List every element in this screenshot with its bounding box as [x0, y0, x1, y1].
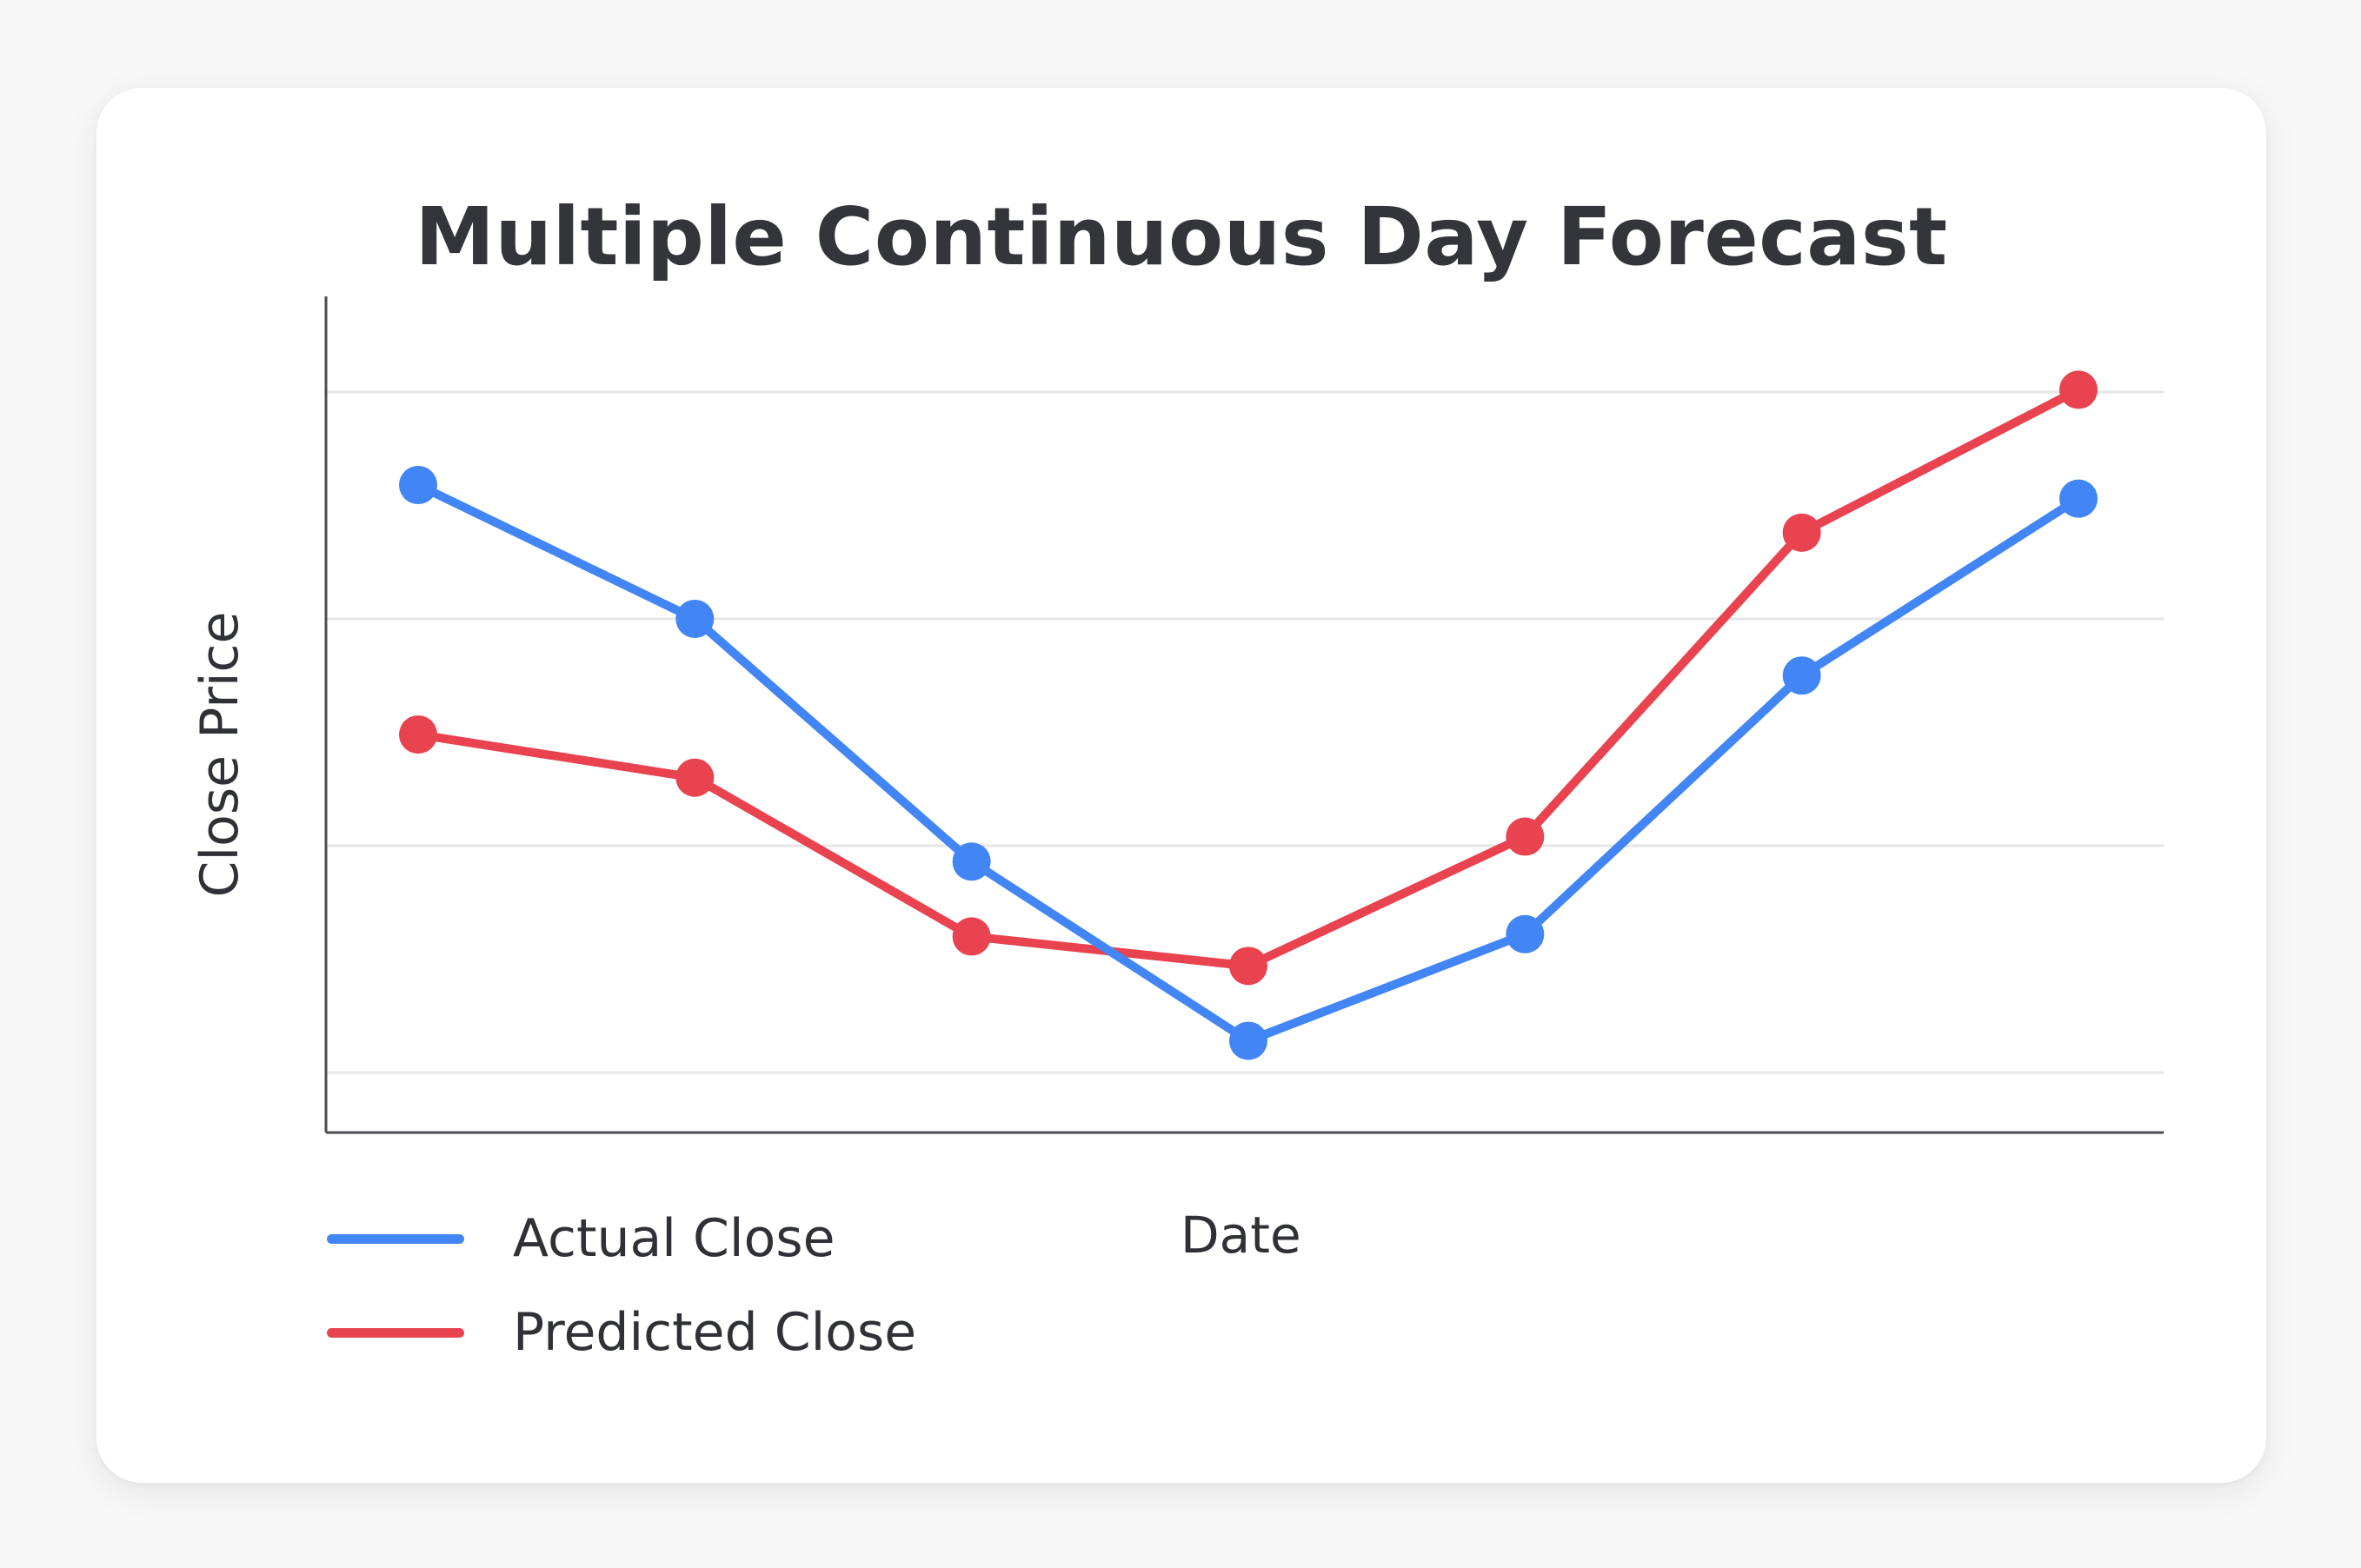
- data-point-actual-close: [1506, 914, 1545, 953]
- data-point-predicted-close: [1506, 817, 1545, 856]
- chart-title: Multiple Continuous Day Forecast: [415, 190, 1948, 283]
- legend-item-predicted-close[interactable]: Predicted Close: [327, 1286, 916, 1379]
- data-point-predicted-close: [399, 715, 437, 754]
- data-point-predicted-close: [2059, 370, 2098, 409]
- legend-item-actual-close[interactable]: Actual Close: [327, 1192, 916, 1286]
- legend-swatch-actual-close: [327, 1233, 464, 1244]
- legend-label-actual-close: Actual Close: [513, 1208, 835, 1269]
- data-point-actual-close: [675, 600, 715, 638]
- legend-swatch-predicted-close: [327, 1327, 464, 1338]
- data-point-actual-close: [1229, 1021, 1267, 1060]
- data-point-predicted-close: [952, 917, 991, 956]
- legend-label-predicted-close: Predicted Close: [513, 1302, 917, 1363]
- data-point-actual-close: [399, 466, 437, 505]
- legend: Actual Close Predicted Close: [327, 1192, 916, 1379]
- data-point-predicted-close: [1782, 513, 1821, 552]
- data-point-actual-close: [1782, 656, 1821, 695]
- chart-card: Multiple Continuous Day Forecast Close P…: [96, 88, 2266, 1483]
- plot-area: [324, 296, 2164, 1134]
- series-line-predicted-close: [414, 385, 2083, 971]
- x-axis-label: Date: [1180, 1206, 1301, 1265]
- data-point-actual-close: [2059, 479, 2098, 518]
- data-point-predicted-close: [1229, 947, 1267, 986]
- data-point-predicted-close: [675, 758, 715, 797]
- data-point-actual-close: [952, 842, 991, 881]
